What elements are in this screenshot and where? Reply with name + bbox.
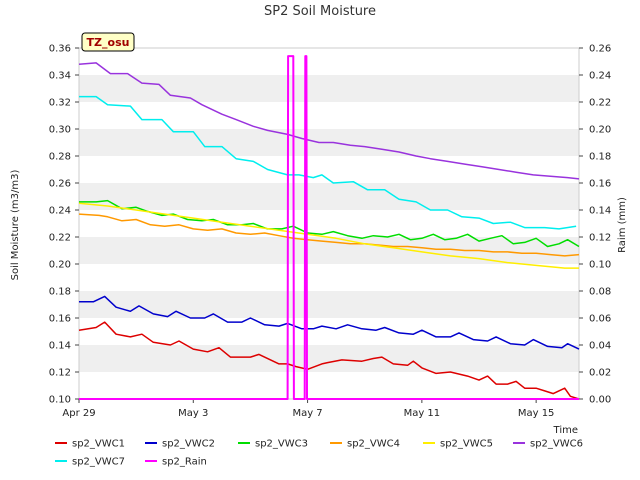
y2-tick-label: 0.02: [589, 368, 611, 379]
y2-tick-label: 0.22: [589, 98, 611, 109]
series-line-sp2-vwc4: [78, 213, 580, 257]
left-y-axis: 0.10 0.12 0.14 0.16 0.18 0.20 0.22 0.24 0.26 0.28…: [49, 44, 79, 406]
y-tick-label: 0.16: [49, 314, 71, 325]
grid-band: [79, 75, 579, 102]
chart-title: SP2 Soil Moisture: [264, 4, 376, 19]
right-y-axis-title: Raim (mm): [617, 197, 628, 253]
x-tick-label: May 3: [178, 408, 208, 419]
y-tick-label: 0.34: [49, 71, 71, 82]
y-tick-label: 0.24: [49, 206, 71, 217]
grid-band: [79, 291, 579, 318]
y-tick-label: 0.10: [49, 395, 71, 406]
series-line-sp2-vwc1: [78, 321, 580, 400]
y-tick-label: 0.20: [49, 260, 71, 271]
x-tick-label: May 7: [292, 408, 322, 419]
y2-tick-label: 0.10: [589, 260, 611, 271]
legend-label: sp2_Rain: [162, 457, 207, 468]
y-tick-label: 0.28: [49, 152, 71, 163]
legend: sp2_VWC1 sp2_VWC2 sp2_VWC3 sp2_VWC4 sp2_VWC5…: [55, 439, 583, 468]
grid-band: [79, 183, 579, 210]
y2-tick-label: 0.26: [589, 44, 611, 55]
left-y-axis-title: Soil Moisture (m3/m3): [10, 170, 21, 281]
y2-tick-label: 0.08: [589, 287, 611, 298]
y-tick-label: 0.12: [49, 368, 71, 379]
y2-tick-label: 0.18: [589, 152, 611, 163]
legend-label: sp2_VWC2: [162, 439, 215, 450]
y-tick-label: 0.18: [49, 287, 71, 298]
station-badge-label: TZ_osu: [87, 36, 130, 49]
y-tick-label: 0.14: [49, 341, 71, 352]
legend-label: sp2_VWC4: [347, 439, 400, 450]
y2-tick-label: 0.04: [589, 341, 611, 352]
legend-label: sp2_VWC5: [440, 439, 493, 450]
legend-label: sp2_VWC1: [72, 439, 125, 450]
legend-label: sp2_VWC3: [255, 439, 308, 450]
legend-label: sp2_VWC6: [530, 439, 583, 450]
y-tick-label: 0.22: [49, 233, 71, 244]
grid-band: [79, 345, 579, 372]
x-axis-title: Time: [553, 425, 578, 436]
y-tick-label: 0.36: [49, 44, 71, 55]
y2-tick-label: 0.06: [589, 314, 611, 325]
y2-tick-label: 0.00: [589, 395, 611, 406]
station-badge-box: [81, 32, 135, 52]
y2-tick-label: 0.24: [589, 71, 611, 82]
y-tick-label: 0.32: [49, 98, 71, 109]
y2-tick-label: 0.14: [589, 206, 611, 217]
station-badge: TZ_osu: [81, 32, 135, 52]
y2-tick-label: 0.20: [589, 125, 611, 136]
y-tick-label: 0.26: [49, 179, 71, 190]
series-line-sp2-vwc5: [78, 202, 579, 269]
x-tick-label: Apr 29: [62, 408, 95, 419]
series-line-sp2-rain: [79, 55, 579, 400]
x-axis: Apr 29 May 3 May 7 May 11 May 15: [62, 399, 554, 419]
y2-tick-label: 0.16: [589, 179, 611, 190]
right-y-axis: 0.00 0.02 0.04 0.06 0.08 0.10 0.12 0.14 0.16 0.18…: [579, 44, 611, 406]
series-lines: [78, 55, 580, 400]
legend-label: sp2_VWC7: [72, 457, 125, 468]
series-line-sp2-vwc6: [78, 62, 580, 180]
series-line-sp2-vwc2: [79, 295, 580, 350]
x-tick-label: May 15: [518, 408, 555, 419]
y2-tick-label: 0.12: [589, 233, 611, 244]
y-tick-label: 0.30: [49, 125, 71, 136]
x-tick-label: May 11: [404, 408, 441, 419]
series-line-sp2-vwc7: [79, 95, 577, 230]
